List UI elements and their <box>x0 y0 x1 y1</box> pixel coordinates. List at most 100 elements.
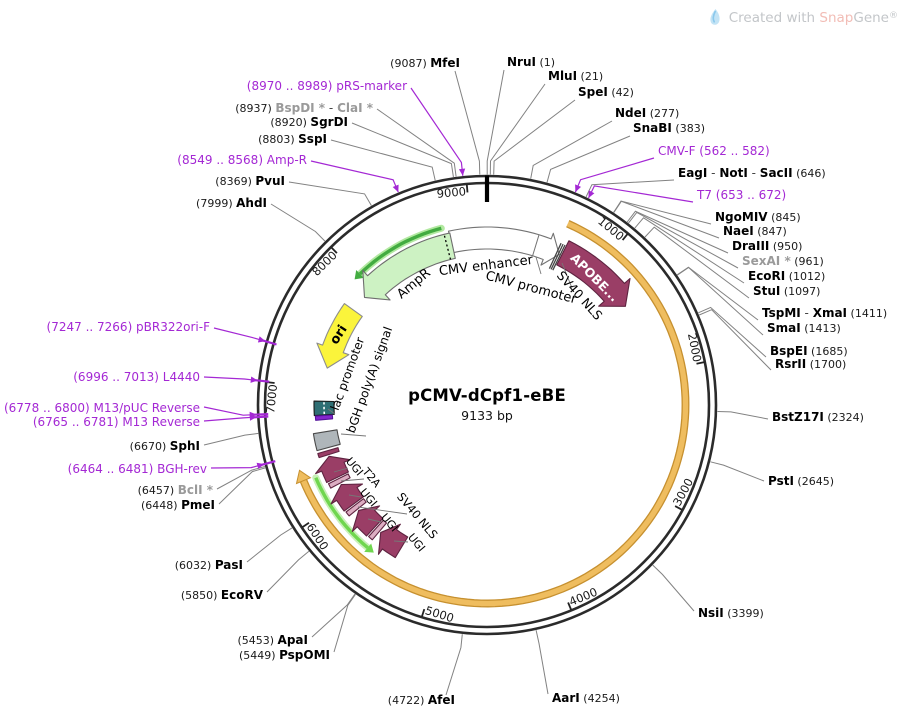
plum-bar-0[interactable] <box>317 447 340 459</box>
leader-bspdi-clai <box>376 108 457 177</box>
leader-pspomi <box>333 594 356 653</box>
site-label-snabi[interactable]: SnaBI (383) <box>633 121 705 135</box>
feature-leader-4 <box>333 467 349 473</box>
leader-m13-puc-reverse <box>203 406 257 416</box>
primer-bar-purple[interactable] <box>314 414 334 421</box>
leader-sgrdi <box>351 122 454 178</box>
site-label-stui[interactable]: StuI (1097) <box>753 284 820 298</box>
leader-pbr322ori-f <box>213 327 266 342</box>
leader-pasi <box>246 527 293 563</box>
leader-cmv-f <box>574 157 655 193</box>
site-label-ahdi[interactable]: (7999) AhdI <box>196 196 267 210</box>
leader-sspi <box>330 139 436 181</box>
leader-arrow-l4440 <box>250 376 258 383</box>
site-label-psti[interactable]: PstI (2645) <box>768 474 834 488</box>
primer-mark-pbr322ori-f <box>262 339 277 346</box>
leader-l4440 <box>203 376 258 382</box>
site-label-m13-puc-reverse[interactable]: (6778 .. 6800) M13/pUC Reverse <box>4 401 200 415</box>
leader-t7 <box>587 185 694 203</box>
site-label-pmei[interactable]: (6448) PmeI <box>141 498 215 512</box>
site-label-apai[interactable]: (5453) ApaI <box>237 633 308 647</box>
site-label-spei[interactable]: SpeI (42) <box>578 85 634 99</box>
site-label-nrui[interactable]: NruI (1) <box>507 55 555 69</box>
primer-mark-m13-puc-reverse <box>254 413 269 416</box>
ugi-arrow-1[interactable] <box>315 455 351 484</box>
site-label-bspei[interactable]: BspEI (1685) <box>770 344 848 358</box>
site-label-eagi-noti-sacii[interactable]: EagI - NotI - SacII (646) <box>678 166 826 180</box>
site-label-sspi[interactable]: (8803) SspI <box>258 132 327 146</box>
site-label-m13-reverse[interactable]: (6765 .. 6781) M13 Reverse <box>33 415 200 429</box>
features-layer <box>295 220 690 608</box>
leader-m13-reverse <box>203 416 257 422</box>
site-label-ecori[interactable]: EcoRI (1012) <box>748 269 825 283</box>
site-label-mlui[interactable]: MluI (21) <box>548 69 603 83</box>
site-label-sgrdi[interactable]: (8920) SgrDI <box>270 115 348 129</box>
apobec-cds-arrow[interactable] <box>556 240 631 307</box>
feature-leader-7 <box>357 506 408 515</box>
tick-5000 <box>421 608 426 617</box>
leader-draiii <box>626 210 729 254</box>
site-label-t7[interactable]: T7 (653 .. 672) <box>696 188 786 202</box>
site-label-bspdi-clai[interactable]: (8937) BspDI * - ClaI * <box>235 101 373 115</box>
orf-main-head[interactable] <box>295 469 312 485</box>
site-label-sexai[interactable]: SexAI * (961) <box>742 254 824 268</box>
leader-eagi-noti-sacii <box>585 179 675 198</box>
site-label-prs-marker[interactable]: (8970 .. 8989) pRS-marker <box>247 79 407 93</box>
t2a-bar[interactable] <box>327 473 351 489</box>
ugi-arrow-2[interactable] <box>330 483 364 512</box>
feature-leader-0 <box>535 256 542 275</box>
orf-main-edge-inner[interactable] <box>305 226 683 601</box>
ampr-orf-arrow[interactable] <box>358 226 442 276</box>
feature-leader-1 <box>561 262 573 289</box>
cmv-enhancer-promoter-arrow[interactable] <box>447 226 560 266</box>
site-label-amp-r[interactable]: (8549 .. 8568) Amp-R <box>177 153 307 167</box>
site-label-bcli[interactable]: (6457) BclI * <box>138 483 214 497</box>
site-label-ndei[interactable]: NdeI (277) <box>615 106 679 120</box>
site-label-ngomiv[interactable]: NgoMIV (845) <box>715 210 801 224</box>
plasmid-ring <box>256 174 718 636</box>
ugi-orf-arrow[interactable] <box>314 477 369 549</box>
site-label-naei[interactable]: NaeI (847) <box>723 224 787 238</box>
leader-pmei <box>218 467 266 505</box>
leader-bgh-rev <box>210 463 265 469</box>
leader-naei <box>613 200 720 239</box>
site-label-pspomi[interactable]: (5449) PspOMI <box>239 648 330 662</box>
site-label-l4440[interactable]: (6996 .. 7013) L4440 <box>73 370 200 384</box>
site-label-afei[interactable]: (4722) AfeI <box>388 693 455 707</box>
site-label-tspmi-xmai[interactable]: TspMI - XmaI (1411) <box>762 306 887 320</box>
site-label-bstz17i[interactable]: BstZ17I (2324) <box>772 410 864 424</box>
leader-psti <box>710 461 765 482</box>
leader-stui <box>644 226 750 299</box>
orf-main-edge-outer[interactable] <box>299 220 690 608</box>
site-label-pbr322ori-f[interactable]: (7247 .. 7266) pBR322ori-F <box>47 320 211 334</box>
site-label-ecorv[interactable]: (5850) EcoRV <box>181 588 264 602</box>
tick-2000 <box>696 361 705 365</box>
site-label-draiii[interactable]: DraIII (950) <box>732 239 802 253</box>
leader-arrow-prs-marker <box>458 168 466 176</box>
primer-mark-m13-reverse <box>254 415 269 419</box>
ori-arrow[interactable] <box>316 303 363 369</box>
tick-8000 <box>330 246 338 254</box>
site-label-smai[interactable]: SmaI (1413) <box>767 321 841 335</box>
site-label-pvui[interactable]: (8369) PvuI <box>215 174 285 188</box>
site-label-sphi[interactable]: (6670) SphI <box>130 439 200 453</box>
tick-9000 <box>465 184 469 193</box>
feature-leader-2 <box>327 408 336 415</box>
leader-arrow-m13-puc-reverse <box>249 411 257 419</box>
orf-main-arc[interactable] <box>300 220 689 607</box>
site-label-aari[interactable]: AarI (4254) <box>552 691 620 705</box>
site-label-mfei[interactable]: (9087) MfeI <box>390 56 460 70</box>
bgh-polya-box[interactable] <box>312 429 341 452</box>
ampr-cds-arrow[interactable] <box>362 232 456 301</box>
ugi-arrow-4[interactable] <box>377 523 409 559</box>
site-label-pasi[interactable]: (6032) PasI <box>175 558 243 572</box>
site-label-bgh-rev[interactable]: (6464 .. 6481) BGH-rev <box>68 462 207 476</box>
leader-arrow-amp-r <box>392 184 399 193</box>
site-label-nsii[interactable]: NsiI (3399) <box>698 606 764 620</box>
divider-bar[interactable] <box>368 519 388 541</box>
site-label-rsrii[interactable]: RsrII (1700) <box>775 357 846 371</box>
leader-sphi <box>203 432 259 446</box>
site-label-cmv-f[interactable]: CMV-F (562 .. 582) <box>658 144 770 158</box>
sv40-nls-bar-mid[interactable] <box>345 498 367 517</box>
